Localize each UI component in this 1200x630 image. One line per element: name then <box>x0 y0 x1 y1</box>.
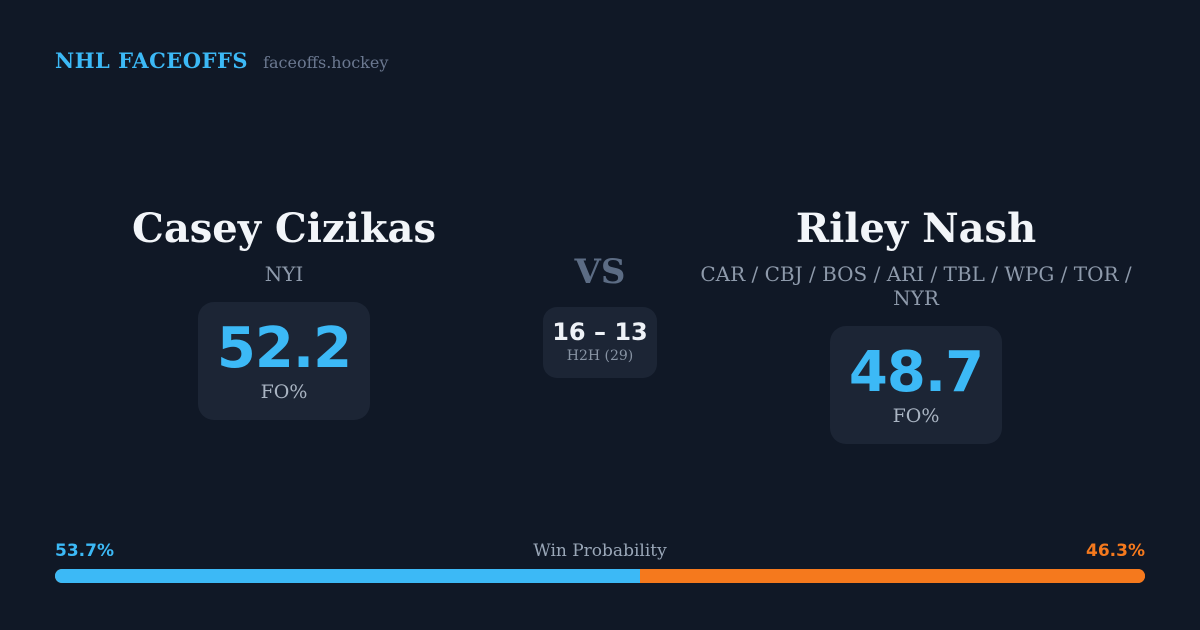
win-probability-row: 53.7% Win Probability 46.3% <box>55 541 1145 561</box>
win-probability-label: Win Probability <box>533 541 667 561</box>
left-player-name: Casey Cizikas <box>132 205 436 252</box>
win-probability-bar <box>55 569 1145 583</box>
right-player-column: Riley Nash CAR / CBJ / BOS / ARI / TBL /… <box>676 205 1156 444</box>
site-url: faceoffs.hockey <box>263 53 389 72</box>
win-probability-left-pct: 53.7% <box>55 541 114 561</box>
h2h-label: H2H (29) <box>566 348 634 364</box>
h2h-score: 16 – 13 <box>552 318 648 346</box>
win-probability-bar-right-segment <box>640 569 1145 583</box>
left-player-column: Casey Cizikas NYI 52.2 FO% <box>64 205 504 420</box>
left-player-teams: NYI <box>264 262 304 286</box>
matchup-center-column: VS 16 – 13 H2H (29) <box>500 252 700 378</box>
header: NHL FACEOFFS faceoffs.hockey <box>55 48 388 73</box>
win-probability-right-pct: 46.3% <box>1086 541 1145 561</box>
brand-title: NHL FACEOFFS <box>55 48 249 73</box>
left-fo-label: FO% <box>260 381 308 403</box>
left-fo-stat-card: 52.2 FO% <box>198 302 370 420</box>
right-fo-value: 48.7 <box>848 340 984 405</box>
left-fo-value: 52.2 <box>216 316 352 381</box>
h2h-stat-card: 16 – 13 H2H (29) <box>543 307 657 378</box>
vs-label: VS <box>574 252 626 292</box>
win-probability-bar-left-segment <box>55 569 641 583</box>
right-player-name: Riley Nash <box>795 205 1037 252</box>
right-player-teams: CAR / CBJ / BOS / ARI / TBL / WPG / TOR … <box>700 262 1132 310</box>
right-fo-stat-card: 48.7 FO% <box>830 326 1002 444</box>
right-fo-label: FO% <box>892 405 940 427</box>
